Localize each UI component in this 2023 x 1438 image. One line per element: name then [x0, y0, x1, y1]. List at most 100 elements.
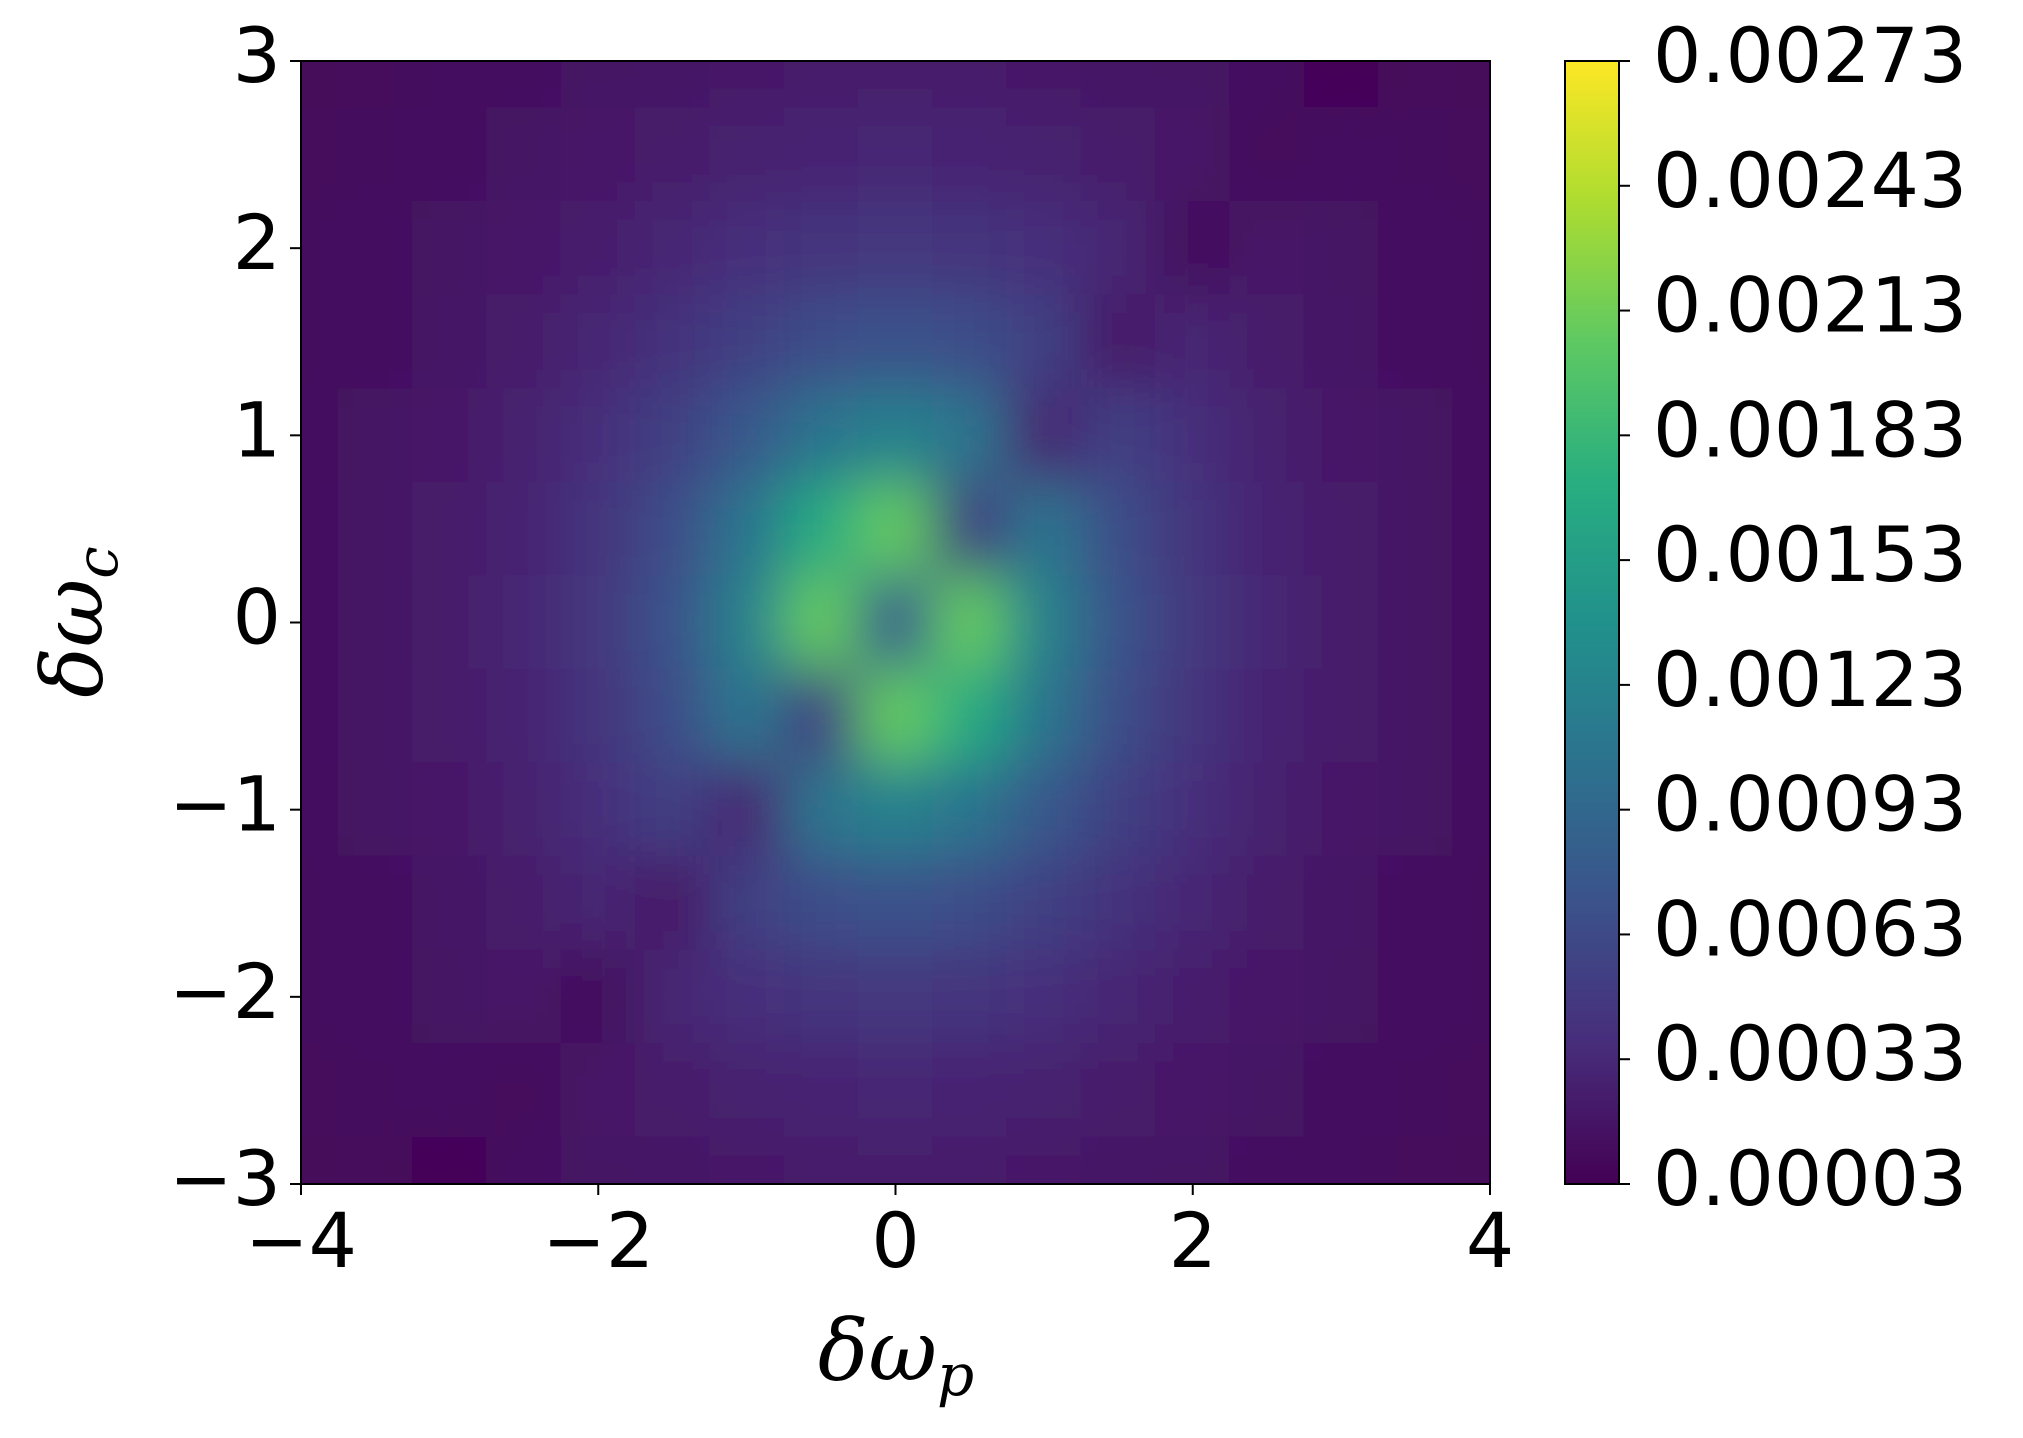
heatmap-cell	[1229, 200, 1305, 296]
heatmap-cell	[634, 575, 711, 670]
heatmap-cell	[783, 855, 859, 951]
heatmap-cell	[337, 1043, 413, 1138]
heatmap-cell	[932, 1043, 1008, 1138]
heatmap-cell	[1229, 762, 1305, 857]
heatmap-cell	[411, 1043, 488, 1138]
heatmap-cell	[1303, 949, 1380, 1045]
heatmap-cell	[337, 61, 413, 109]
heatmap-cell	[411, 575, 488, 670]
heatmap-cell	[1080, 855, 1157, 951]
heatmap-cell	[932, 762, 1008, 857]
heatmap-cell	[560, 1136, 636, 1184]
x-tick-label: −2	[542, 1196, 654, 1285]
heatmap-cell	[932, 949, 1008, 1045]
x-tick-label: 2	[1169, 1196, 1217, 1285]
colorbar-tick-label: 0.00213	[1653, 261, 1967, 350]
heatmap-cell	[1155, 762, 1231, 857]
heatmap-cell	[783, 200, 859, 296]
x-label-subscript: p	[937, 1341, 974, 1409]
heatmap-cell	[1080, 575, 1157, 670]
heatmap-cell	[1303, 294, 1380, 390]
heatmap-cell	[1378, 107, 1454, 202]
heatmap-cell	[1006, 107, 1082, 202]
heatmap-cell	[1155, 294, 1231, 390]
x-tick-label: 4	[1466, 1196, 1514, 1285]
heatmap-cell	[1378, 949, 1454, 1045]
heatmap-cell	[1378, 1043, 1454, 1138]
heatmap-cell	[1303, 481, 1380, 577]
heatmap-cell	[560, 855, 636, 951]
heatmap-cell	[1303, 61, 1380, 109]
heatmap-cell	[1378, 61, 1454, 109]
heatmap-cell	[1452, 668, 1490, 764]
heatmap-cell	[411, 481, 488, 577]
heatmap-cell	[634, 668, 711, 764]
heatmap-cell	[932, 294, 1008, 390]
heatmap-cell	[560, 949, 636, 1045]
heatmap-cell	[337, 949, 413, 1045]
heatmap-cell	[1229, 855, 1305, 951]
heatmap-cell	[560, 668, 636, 764]
heatmap-cell	[1080, 668, 1157, 764]
heatmap	[301, 61, 1490, 1184]
heatmap-cell	[301, 762, 339, 857]
heatmap-cell	[709, 762, 785, 857]
heatmap-cell	[709, 200, 785, 296]
heatmap-cell	[1229, 1136, 1305, 1184]
heatmap-cell	[932, 107, 1008, 202]
heatmap-cell	[634, 762, 711, 857]
heatmap-cell	[337, 855, 413, 951]
heatmap-cell	[932, 200, 1008, 296]
x-tick-label: −4	[245, 1196, 357, 1285]
heatmap-cell	[486, 1043, 562, 1138]
heatmap-cell	[1303, 1136, 1380, 1184]
heatmap-cell	[1080, 481, 1157, 577]
x-tick-label: 0	[871, 1196, 919, 1285]
heatmap-cell	[486, 855, 562, 951]
heatmap-cell	[932, 668, 1008, 764]
y-tick-label: 0	[233, 572, 281, 661]
heatmap-cell	[783, 762, 859, 857]
heatmap-cell	[1006, 1043, 1082, 1138]
heatmap-cell	[634, 855, 711, 951]
heatmap-cell	[1303, 762, 1380, 857]
heatmap-cell	[1378, 575, 1454, 670]
heatmap-cell	[560, 200, 636, 296]
heatmap-cell	[1080, 200, 1157, 296]
heatmap-cell	[411, 200, 488, 296]
heatmap-cell	[301, 575, 339, 670]
heatmap-cell	[1229, 668, 1305, 764]
heatmap-cell	[1378, 200, 1454, 296]
y-tick-label: −1	[169, 760, 281, 849]
heatmap-cell	[1080, 949, 1157, 1045]
heatmap-cell	[1155, 61, 1231, 109]
heatmap-cell	[301, 481, 339, 577]
x-axis-label: δωp	[818, 1302, 974, 1409]
heatmap-cell	[1452, 949, 1490, 1045]
heatmap-cell	[411, 855, 488, 951]
heatmap-cell	[709, 107, 785, 202]
heatmap-cell	[1452, 388, 1490, 483]
heatmap-cell	[560, 294, 636, 390]
heatmap-cell	[857, 61, 934, 109]
colorbar-tick-label: 0.00003	[1653, 1134, 1967, 1223]
heatmap-cell	[783, 61, 859, 109]
heatmap-cell	[301, 949, 339, 1045]
plot-area	[301, 61, 1490, 1184]
heatmap-cell	[411, 388, 488, 483]
heatmap-cell	[783, 1043, 859, 1138]
heatmap-cell	[783, 668, 859, 764]
heatmap-cell	[411, 107, 488, 202]
heatmap-cell	[486, 107, 562, 202]
heatmap-cell	[337, 388, 413, 483]
heatmap-cell	[932, 855, 1008, 951]
heatmap-cell	[857, 388, 934, 483]
heatmap-cell	[560, 762, 636, 857]
heatmap-cell	[1452, 294, 1490, 390]
heatmap-cell	[1155, 481, 1231, 577]
heatmap-cell	[709, 949, 785, 1045]
heatmap-cell	[634, 1136, 711, 1184]
heatmap-cell	[1378, 668, 1454, 764]
heatmap-cell	[709, 668, 785, 764]
